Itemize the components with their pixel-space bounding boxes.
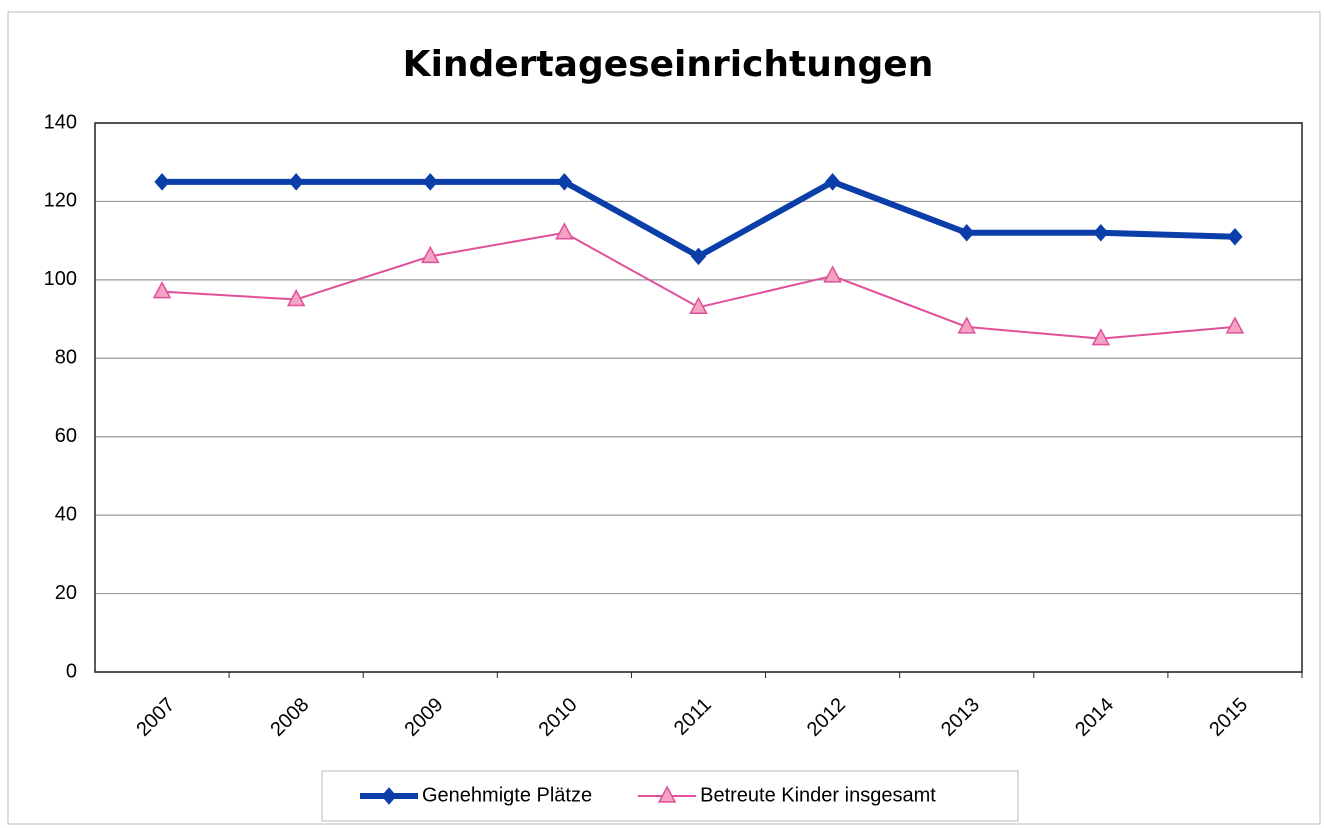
point (690, 247, 707, 266)
y-tick-label: 20 (55, 582, 77, 604)
point (959, 224, 975, 242)
point (1091, 328, 1111, 346)
y-tick-label: 120 (44, 190, 77, 212)
point (823, 265, 842, 283)
chart-title: Kindertageseinrichtungen (403, 44, 934, 85)
point (957, 316, 976, 334)
y-tick-label: 0 (66, 660, 77, 682)
point (288, 173, 304, 191)
y-tick-label: 100 (44, 268, 77, 290)
legend-label: Betreute Kinder insgesamt (700, 784, 936, 806)
point (152, 281, 172, 299)
point (422, 173, 438, 191)
point (421, 245, 440, 264)
point (154, 173, 170, 191)
point (1225, 316, 1245, 334)
point (286, 288, 306, 307)
legend-marker (381, 787, 397, 805)
chart-frame (7, 11, 1321, 825)
y-tick-label: 40 (55, 503, 77, 525)
point (689, 296, 708, 315)
legend-label: Genehmigte Plätze (422, 784, 592, 806)
point (555, 222, 574, 240)
y-tick-label: 80 (55, 347, 77, 369)
y-tick-label: 60 (55, 425, 77, 447)
plot-area (94, 122, 1303, 673)
legend-marker (657, 785, 677, 803)
point (824, 173, 841, 191)
point (1227, 227, 1243, 246)
y-tick-label: 140 (44, 111, 77, 133)
point (1093, 224, 1109, 242)
point (556, 173, 573, 191)
